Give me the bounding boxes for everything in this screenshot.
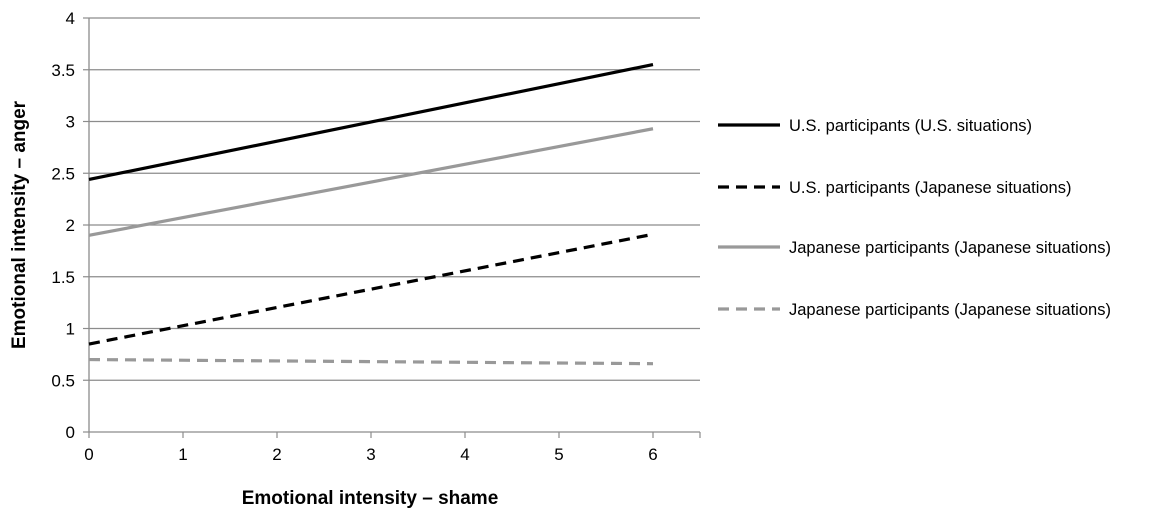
axes (83, 17, 701, 438)
series-line-4 (88, 357, 654, 366)
x-tick-label: 1 (178, 445, 187, 464)
x-tick-label: 4 (460, 445, 469, 464)
x-tick-label: 3 (366, 445, 375, 464)
series-lines (88, 63, 654, 366)
y-tick-label: 1 (66, 320, 75, 339)
legend-label-1: U.S. participants (U.S. situations) (789, 117, 1032, 135)
legend-label-2: U.S. participants (Japanese situations) (789, 179, 1071, 197)
x-tick-label: 6 (648, 445, 657, 464)
y-tick-label: 0.5 (51, 371, 75, 390)
legend-label-3: Japanese participants (Japanese situatio… (789, 239, 1111, 257)
y-tick-label: 1.5 (51, 268, 75, 287)
tick-labels: 0 0.5 1 1.5 2 2.5 3 3.5 4 0 1 2 3 4 5 6 (51, 9, 657, 464)
legend: U.S. participants (U.S. situations) U.S. … (718, 117, 1111, 319)
series-line-2 (88, 232, 654, 346)
x-tick-label: 2 (272, 445, 281, 464)
grid-lines (89, 17, 700, 381)
y-tick-label: 4 (66, 9, 75, 28)
series-line-3 (88, 127, 654, 237)
y-tick-label: 3 (66, 113, 75, 132)
x-axis-title: Emotional intensity – shame (242, 488, 499, 509)
y-axis-title: Emotional intensity – anger (9, 100, 30, 349)
series-line-1 (88, 63, 654, 182)
x-tick-label: 5 (554, 445, 563, 464)
legend-label-4: Japanese participants (Japanese situatio… (789, 301, 1111, 319)
y-tick-label: 2 (66, 216, 75, 235)
y-tick-label: 0 (66, 423, 75, 442)
y-tick-label: 3.5 (51, 61, 75, 80)
x-tick-label: 0 (84, 445, 93, 464)
y-tick-label: 2.5 (51, 164, 75, 183)
